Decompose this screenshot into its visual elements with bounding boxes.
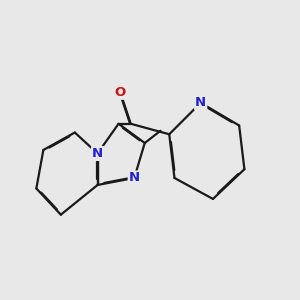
Text: N: N — [92, 147, 103, 160]
Text: N: N — [195, 96, 206, 109]
Text: N: N — [129, 172, 140, 184]
Text: O: O — [115, 86, 126, 99]
